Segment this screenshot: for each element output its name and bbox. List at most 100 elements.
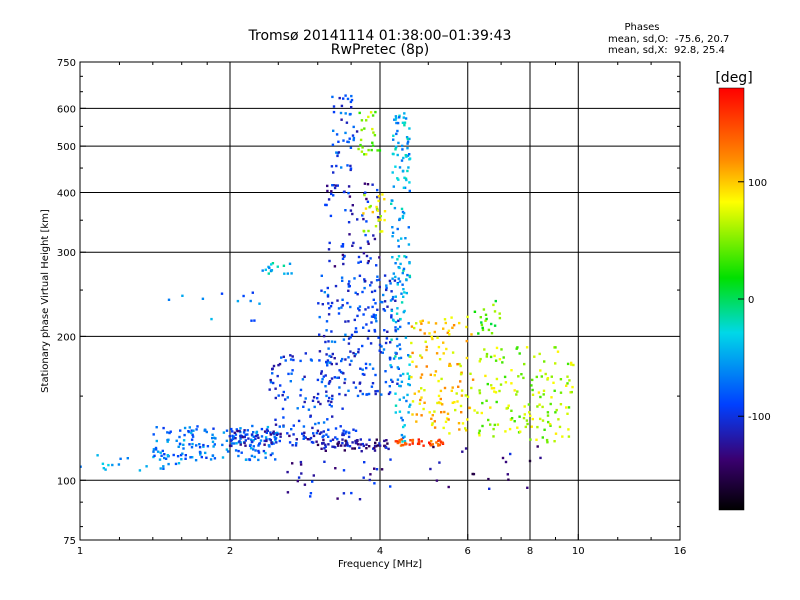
- echo-point: [368, 363, 372, 366]
- phases-o-stats: mean, sd,O: -75.6, 20.7: [608, 34, 729, 45]
- echo-point: [249, 299, 252, 303]
- colorbar-tick-label: -100: [748, 412, 771, 423]
- echo-point: [374, 110, 377, 114]
- echo-point: [344, 131, 347, 135]
- echo-point: [252, 439, 255, 442]
- echo-point: [347, 337, 351, 340]
- echo-point: [367, 392, 371, 396]
- echo-point: [384, 380, 388, 384]
- echo-point: [372, 298, 375, 301]
- echo-point: [547, 420, 550, 424]
- x-tick-label: 2: [227, 546, 233, 557]
- echo-point: [402, 212, 406, 215]
- echo-point: [541, 419, 545, 422]
- echo-point: [433, 420, 436, 423]
- echo-point: [288, 434, 291, 438]
- echo-point: [212, 427, 215, 430]
- echo-point: [431, 414, 434, 417]
- echo-point: [328, 361, 331, 364]
- echo-point: [357, 443, 360, 446]
- echo-point: [407, 166, 410, 169]
- echo-point: [221, 443, 224, 447]
- echo-point: [470, 333, 473, 336]
- echo-point: [417, 438, 420, 441]
- echo-point: [211, 436, 214, 440]
- echo-point: [323, 460, 326, 463]
- echo-point: [274, 437, 277, 440]
- echo-point: [101, 462, 105, 465]
- echo-point: [159, 451, 162, 454]
- echo-point: [322, 421, 326, 424]
- echo-point: [365, 366, 368, 370]
- echo-point: [513, 420, 516, 423]
- echo-point: [352, 351, 355, 355]
- echo-point: [369, 473, 372, 476]
- echo-point: [448, 364, 451, 367]
- echo-point: [401, 271, 404, 275]
- echo-point: [199, 451, 202, 454]
- echo-point: [554, 411, 557, 414]
- echo-point: [389, 356, 392, 360]
- echo-point: [406, 393, 409, 397]
- echo-point: [376, 149, 379, 152]
- echo-point: [359, 260, 362, 263]
- echo-point: [438, 443, 442, 447]
- echo-point: [326, 184, 329, 188]
- echo-point: [299, 359, 302, 363]
- echo-point: [230, 442, 234, 445]
- echo-point: [327, 399, 330, 403]
- echo-point: [220, 292, 224, 295]
- echo-point: [377, 195, 381, 198]
- echo-point: [442, 352, 445, 355]
- echo-point: [250, 454, 254, 458]
- echo-point: [172, 453, 175, 457]
- echo-point: [405, 399, 408, 403]
- echo-point: [340, 104, 344, 108]
- echo-point: [357, 351, 360, 354]
- echo-point: [370, 385, 374, 388]
- echo-point: [384, 370, 387, 373]
- echo-point: [363, 127, 366, 130]
- echo-point: [274, 439, 277, 442]
- echo-point: [274, 423, 278, 426]
- echo-point: [368, 438, 371, 441]
- echo-point: [371, 367, 375, 370]
- echo-point: [290, 372, 293, 375]
- echo-point: [448, 333, 451, 336]
- echo-point: [393, 118, 396, 121]
- echo-point: [572, 363, 575, 367]
- echo-point: [408, 137, 411, 141]
- echo-point: [378, 343, 382, 347]
- echo-point: [389, 282, 392, 285]
- echo-point: [332, 105, 336, 108]
- echo-point: [504, 381, 508, 384]
- echo-point: [516, 390, 519, 393]
- echo-point: [350, 106, 353, 109]
- echo-point: [390, 309, 394, 312]
- echo-point: [311, 480, 314, 483]
- echo-point: [318, 350, 322, 353]
- echo-point: [486, 382, 489, 386]
- echo-point: [433, 374, 436, 377]
- echo-point: [375, 320, 378, 323]
- y-tick-label: 600: [57, 104, 76, 115]
- echo-point: [367, 242, 370, 245]
- echo-point: [311, 399, 315, 402]
- echo-point: [255, 430, 259, 434]
- echo-point: [274, 387, 277, 390]
- echo-point: [484, 313, 488, 316]
- echo-point: [364, 279, 367, 283]
- echo-point: [413, 326, 416, 330]
- echo-point: [397, 239, 400, 242]
- echo-point: [283, 272, 286, 275]
- echo-point: [278, 425, 281, 428]
- echo-point: [469, 372, 472, 375]
- echo-point: [478, 391, 482, 395]
- echo-point: [316, 443, 320, 447]
- echo-point: [388, 279, 392, 283]
- echo-point: [238, 429, 241, 433]
- echo-point: [398, 384, 401, 388]
- echo-point: [159, 467, 162, 470]
- echo-point: [423, 401, 426, 404]
- echo-point: [510, 369, 513, 372]
